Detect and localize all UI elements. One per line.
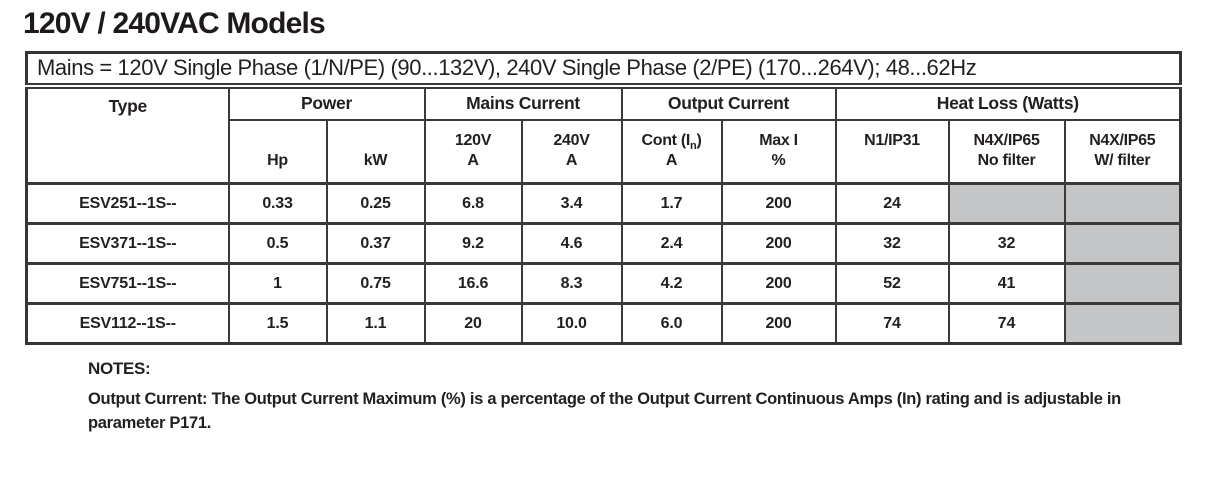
- cell-model-type: ESV371--1S--: [25, 222, 230, 265]
- subheader-240v-amps: 240V A: [520, 118, 623, 185]
- col-group-output-current: Output Current: [620, 84, 837, 121]
- cell-model-type: ESV251--1S--: [25, 182, 230, 225]
- cell-kw: 0.75: [325, 262, 426, 305]
- cell-mains-240v: 4.6: [520, 222, 623, 265]
- subheader-max-current-pct: Max I %: [720, 118, 837, 185]
- cell-heatloss-n4x-wfilter: [1063, 182, 1182, 225]
- ratings-table: Mains = 120V Single Phase (1/N/PE) (90..…: [25, 51, 1183, 345]
- cell-cont-amps: 1.7: [620, 182, 723, 225]
- cell-mains-120v: 20: [423, 302, 523, 345]
- subheader-n1-ip31: N1/IP31: [834, 118, 950, 185]
- cell-mains-240v: 10.0: [520, 302, 623, 345]
- mains-spec-row: Mains = 120V Single Phase (1/N/PE) (90..…: [25, 51, 1182, 89]
- cell-hp: 0.5: [227, 222, 328, 265]
- cell-mains-120v: 9.2: [423, 222, 523, 265]
- subheader-hp: Hp: [227, 118, 328, 185]
- subheader-kw: kW: [325, 118, 426, 185]
- cell-hp: 0.33: [227, 182, 328, 225]
- col-group-mains-current: Mains Current: [423, 84, 623, 121]
- notes-heading: NOTES:: [88, 359, 151, 378]
- cell-heatloss-n4x-wfilter: [1063, 262, 1182, 305]
- subheader-n4x-ip65-w-filter: N4X/IP65 W/ filter: [1063, 118, 1182, 185]
- page: 120V / 240VAC Models Mains = 120V Single…: [0, 7, 1214, 435]
- column-group-header-row: Type Power Mains Current Output Current …: [25, 84, 1182, 185]
- cell-hp: 1.5: [227, 302, 328, 345]
- cell-cont-amps: 2.4: [620, 222, 723, 265]
- mains-spec-header: Mains = 120V Single Phase (1/N/PE) (90..…: [25, 51, 1182, 89]
- notes-section: NOTES: Output Current: The Output Curren…: [88, 359, 1214, 435]
- col-header-type: Type: [25, 84, 230, 185]
- cell-heatloss-n4x-nofilter: 74: [947, 302, 1066, 345]
- cell-mains-240v: 3.4: [520, 182, 623, 225]
- table-row: ESV371--1S-- 0.5 0.37 9.2 4.6 2.4 200 32…: [25, 222, 1182, 265]
- notes-body: Output Current: The Output Current Maxim…: [88, 390, 1121, 432]
- subheader-cont-amps: Cont (In) A: [620, 118, 723, 185]
- col-group-heat-loss: Heat Loss (Watts): [834, 84, 1182, 121]
- cell-model-type: ESV751--1S--: [25, 262, 230, 305]
- column-subheader-row: Hp kW 120V A 240V A Cont (In) A Max I %: [27, 118, 1182, 185]
- cell-hp: 1: [227, 262, 328, 305]
- table-row: ESV112--1S-- 1.5 1.1 20 10.0 6.0 200 74 …: [25, 302, 1182, 345]
- page-title: 120V / 240VAC Models: [23, 7, 326, 40]
- table-row: ESV751--1S-- 1 0.75 16.6 8.3 4.2 200 52 …: [25, 262, 1182, 305]
- col-group-power: Power: [227, 84, 426, 121]
- cell-heatloss-n1: 24: [834, 182, 950, 225]
- cell-max-current-pct: 200: [720, 302, 837, 345]
- cell-mains-120v: 16.6: [423, 262, 523, 305]
- cell-cont-amps: 6.0: [620, 302, 723, 345]
- cell-kw: 0.25: [325, 182, 426, 225]
- cell-max-current-pct: 200: [720, 262, 837, 305]
- subheader-120v-amps: 120V A: [423, 118, 523, 185]
- cell-heatloss-n4x-nofilter: 41: [947, 262, 1066, 305]
- cell-heatloss-n4x-wfilter: [1063, 302, 1182, 345]
- cell-max-current-pct: 200: [720, 182, 837, 225]
- cell-heatloss-n4x-nofilter: [947, 182, 1066, 225]
- cell-model-type: ESV112--1S--: [25, 302, 230, 345]
- cell-heatloss-n1: 32: [834, 222, 950, 265]
- cell-heatloss-n4x-nofilter: 32: [947, 222, 1066, 265]
- cell-mains-120v: 6.8: [423, 182, 523, 225]
- cell-heatloss-n1: 52: [834, 262, 950, 305]
- cell-cont-amps: 4.2: [620, 262, 723, 305]
- cell-max-current-pct: 200: [720, 222, 837, 265]
- cell-kw: 0.37: [325, 222, 426, 265]
- cell-heatloss-n4x-wfilter: [1063, 222, 1182, 265]
- table-row: ESV251--1S-- 0.33 0.25 6.8 3.4 1.7 200 2…: [25, 182, 1182, 225]
- cell-kw: 1.1: [325, 302, 426, 345]
- subheader-n4x-ip65-no-filter: N4X/IP65 No filter: [947, 118, 1066, 185]
- cell-mains-240v: 8.3: [520, 262, 623, 305]
- cell-heatloss-n1: 74: [834, 302, 950, 345]
